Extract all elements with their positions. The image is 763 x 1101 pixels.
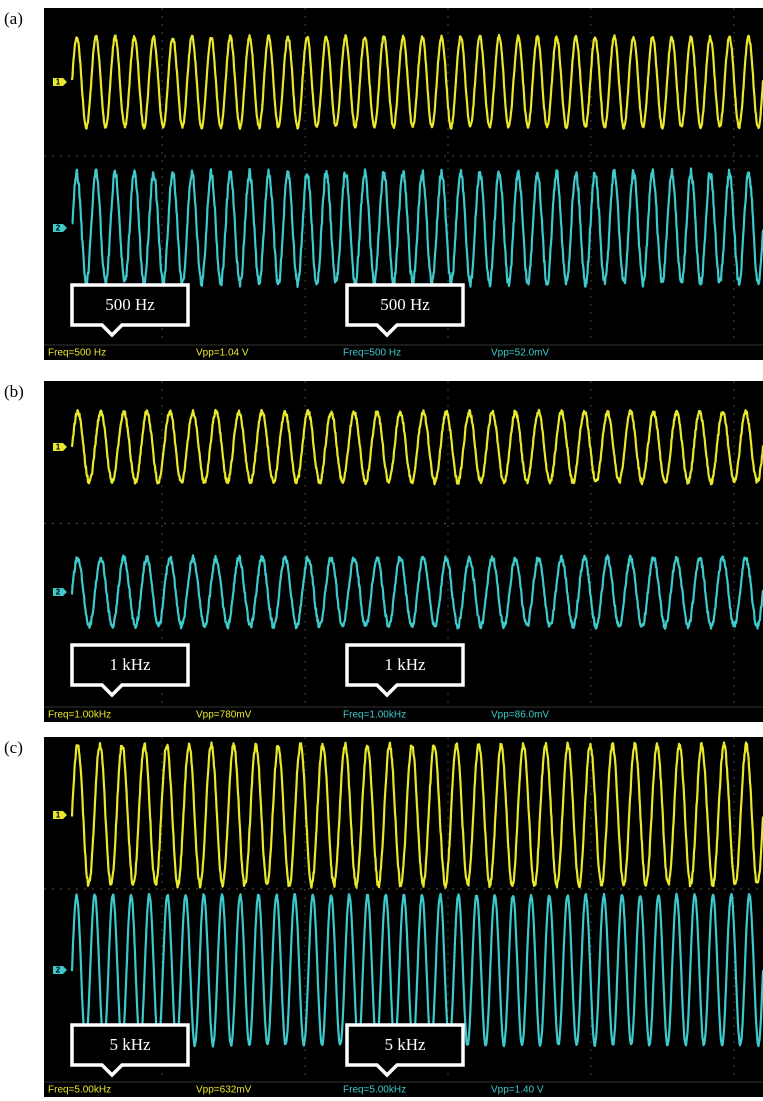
channel-label: 1	[56, 811, 61, 820]
channel-label: 1	[56, 78, 61, 87]
readout: Vpp=780mV	[196, 710, 252, 721]
figure: (a) 1 2 500 Hz 500 Hz Freq=500 Hz Vpp=1.04 V Fr…	[0, 0, 763, 1101]
panel-label: (c)	[4, 738, 23, 757]
callout-text: 5 kHz	[384, 1035, 426, 1054]
readout: Vpp=86.0mV	[491, 710, 549, 721]
readout: Freq=500 Hz	[48, 348, 106, 359]
channel-label: 1	[56, 443, 61, 452]
readout: Vpp=632mV	[196, 1085, 252, 1096]
callout-text: 5 kHz	[109, 1035, 151, 1054]
channel-label: 2	[56, 224, 61, 233]
callout-text: 500 Hz	[105, 295, 155, 314]
readout: Freq=5.00kHz	[343, 1085, 406, 1096]
channel-label: 2	[56, 588, 61, 597]
panel-label: (b)	[4, 382, 24, 401]
callout-text: 1 kHz	[109, 655, 151, 674]
readout: Freq=5.00kHz	[48, 1085, 111, 1096]
readout: Vpp=52.0mV	[491, 348, 549, 359]
channel-label: 2	[56, 966, 61, 975]
callout-text: 500 Hz	[380, 295, 430, 314]
readout: Freq=1.00kHz	[343, 710, 406, 721]
panel-label: (a)	[4, 9, 23, 28]
readout: Vpp=1.40 V	[491, 1085, 544, 1096]
page: {"panels": [ {"label": "(a)", "channels"…	[0, 0, 763, 1101]
readout: Freq=500 Hz	[343, 348, 401, 359]
callout-text: 1 kHz	[384, 655, 426, 674]
readout: Vpp=1.04 V	[196, 348, 249, 359]
readout: Freq=1.00kHz	[48, 710, 111, 721]
